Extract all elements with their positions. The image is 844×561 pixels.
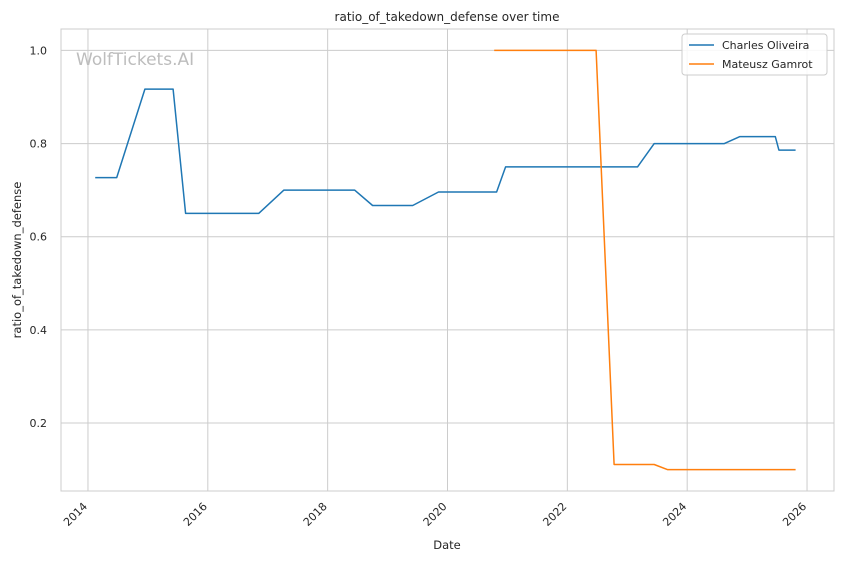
y-tick-label: 1.0 xyxy=(30,44,48,57)
series-line-mateusz-gamrot xyxy=(494,49,796,471)
x-tick-label: 2018 xyxy=(301,500,330,529)
y-tick-label: 0.2 xyxy=(30,417,48,430)
x-tick-label: 2016 xyxy=(181,500,210,529)
x-tick-labels: 2014 2016 2018 2020 2022 2024 2026 xyxy=(61,500,809,529)
legend-label: Charles Oliveira xyxy=(722,39,809,52)
x-tick-label: 2014 xyxy=(61,500,90,529)
y-tick-label: 0.8 xyxy=(30,138,48,151)
y-tick-label: 0.6 xyxy=(30,231,48,244)
legend: Charles Oliveira Mateusz Gamrot xyxy=(681,33,828,76)
series-line-charles-oliveira xyxy=(95,88,796,215)
x-tick-label: 2024 xyxy=(660,500,689,529)
chart-title: ratio_of_takedown_defense over time xyxy=(335,10,560,24)
x-tick-label: 2022 xyxy=(540,500,569,529)
watermark: WolfTickets.AI xyxy=(76,50,194,70)
y-tick-label: 0.4 xyxy=(30,324,48,337)
legend-box xyxy=(681,33,828,76)
legend-label: Mateusz Gamrot xyxy=(722,58,813,71)
x-tick-label: 2026 xyxy=(780,500,809,529)
y-tick-labels: 0.2 0.4 0.6 0.8 1.0 xyxy=(30,44,48,430)
x-tick-label: 2020 xyxy=(421,500,450,529)
plot-frame xyxy=(60,28,835,492)
series-lines xyxy=(95,49,796,471)
x-axis-label: Date xyxy=(433,538,461,552)
y-axis-label: ratio_of_takedown_defense xyxy=(10,182,24,339)
